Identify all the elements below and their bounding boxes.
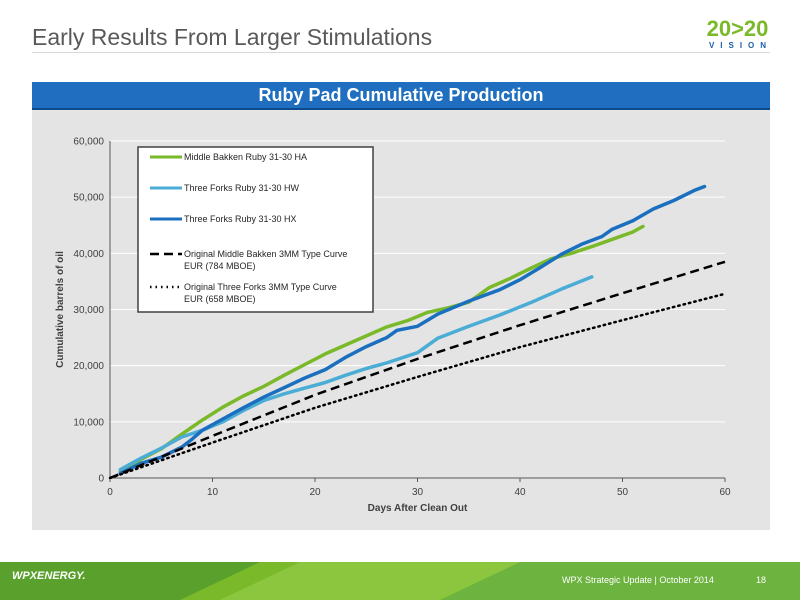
legend-label-2: Three Forks Ruby 31-30 HW (184, 183, 300, 193)
x-tick-label: 60 (719, 487, 731, 498)
chart-banner: Ruby Pad Cumulative Production (32, 82, 770, 110)
vision-logo: 20>20 VISION (700, 18, 775, 52)
series-line-5 (108, 292, 727, 480)
series-line-4 (109, 260, 726, 480)
cumulative-production-chart: 0 10,000 20,000 30,000 40,000 50,000 60,000 0 10… (55, 137, 731, 515)
slide-title: Early Results From Larger Stimulations (32, 24, 433, 50)
legend-label-4: Original Middle Bakken 3MM Type Curve EUR… (184, 249, 347, 271)
y-tick-label: 0 (98, 474, 104, 485)
x-tick-label: 30 (412, 487, 424, 498)
vision-logo-sub: VISION (708, 41, 773, 50)
title-divider (32, 52, 770, 53)
vision-logo-main: 20>20 (706, 16, 769, 41)
y-tick-label: 30,000 (73, 305, 104, 316)
x-tick-label: 20 (309, 487, 321, 498)
legend-label-line: Original Middle Bakken 3MM Type Curve (184, 249, 347, 259)
legend-label-line: EUR (784 MBOE) (184, 261, 256, 271)
x-tick-label: 10 (207, 487, 219, 498)
y-tick-label: 50,000 (73, 193, 104, 204)
legend-label-5: Original Three Forks 3MM Type Curve EUR (… (184, 282, 337, 304)
chart-panel: 0 10,000 20,000 30,000 40,000 50,000 60,000 0 10… (32, 110, 770, 530)
y-tick-label: 20,000 (73, 361, 104, 372)
series-line-2 (118, 275, 594, 472)
legend-label-1: Middle Bakken Ruby 31-30 HA (184, 152, 307, 162)
y-tick-label: 40,000 (73, 249, 104, 260)
x-axis-label: Days After Clean Out (368, 503, 468, 514)
footer-text: WPX Strategic Update | October 2014 (562, 575, 714, 585)
legend-label-3: Three Forks Ruby 31-30 HX (184, 214, 297, 224)
legend-label-line: EUR (658 MBOE) (184, 294, 256, 304)
wpx-energy-logo: WPXENERGY. (12, 570, 86, 582)
legend-box (137, 146, 374, 313)
y-axis-label: Cumulative barrels of oil (55, 251, 66, 368)
series-line-3 (118, 184, 707, 476)
series-line-1 (118, 224, 645, 474)
x-tick-label: 40 (514, 487, 526, 498)
y-tick-label: 10,000 (73, 417, 104, 428)
y-tick-label: 60,000 (73, 137, 104, 148)
page-number: 18 (756, 575, 767, 585)
x-tick-label: 50 (617, 487, 629, 498)
x-tick-label: 0 (107, 487, 113, 498)
footer-band (0, 562, 800, 600)
legend-label-line: Original Three Forks 3MM Type Curve (184, 282, 337, 292)
